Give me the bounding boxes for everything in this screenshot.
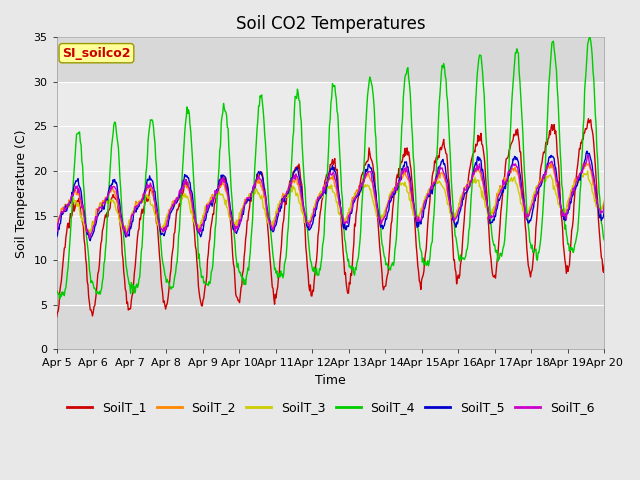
Bar bbox=[57, 82, 604, 260]
Legend: SoilT_1, SoilT_2, SoilT_3, SoilT_4, SoilT_5, SoilT_6: SoilT_1, SoilT_2, SoilT_3, SoilT_4, Soil… bbox=[62, 396, 599, 419]
Y-axis label: Soil Temperature (C): Soil Temperature (C) bbox=[15, 129, 28, 258]
X-axis label: Time: Time bbox=[315, 374, 346, 387]
Title: Soil CO2 Temperatures: Soil CO2 Temperatures bbox=[236, 15, 426, 33]
Text: SI_soilco2: SI_soilco2 bbox=[62, 47, 131, 60]
